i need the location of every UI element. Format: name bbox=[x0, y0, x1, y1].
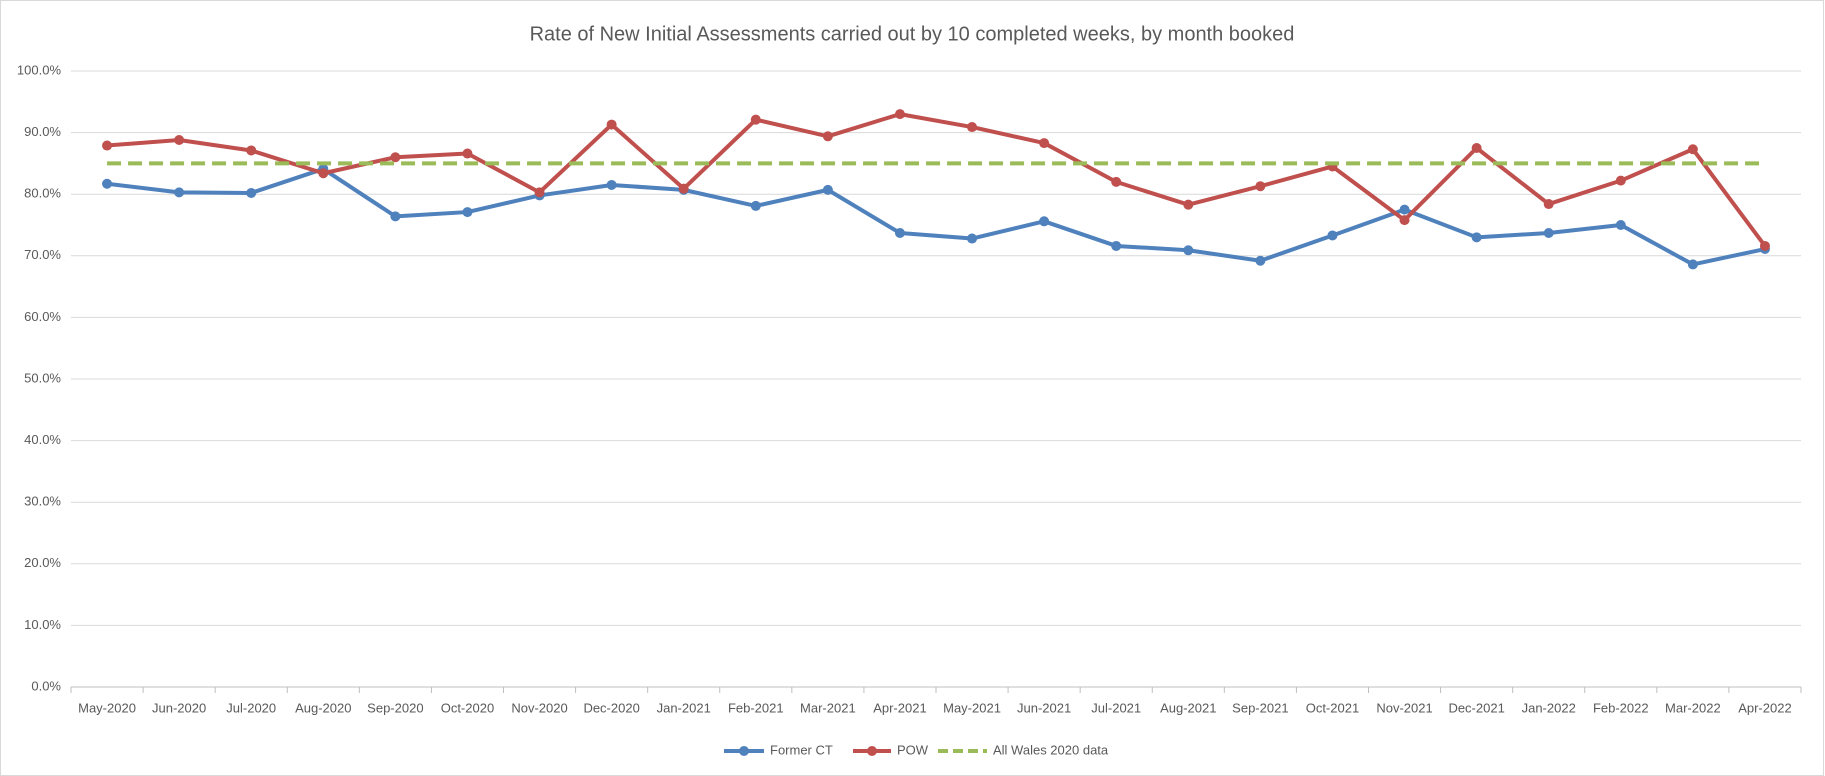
chart-title: Rate of New Initial Assessments carried … bbox=[530, 23, 1295, 45]
data-point bbox=[1615, 220, 1626, 230]
data-point bbox=[1183, 199, 1194, 210]
data-point bbox=[534, 187, 545, 198]
x-tick-label: Dec-2020 bbox=[583, 700, 639, 715]
data-point bbox=[390, 152, 401, 163]
x-tick-label: Mar-2022 bbox=[1665, 700, 1721, 715]
data-point bbox=[1543, 199, 1554, 210]
legend-label: POW bbox=[897, 742, 929, 757]
series-line bbox=[106, 112, 1767, 248]
data-point bbox=[1255, 255, 1266, 266]
y-tick-label: 30.0% bbox=[24, 494, 61, 509]
x-tick-label: Aug-2020 bbox=[295, 700, 351, 715]
x-tick-label: Jun-2020 bbox=[152, 700, 206, 715]
data-point bbox=[1111, 240, 1122, 251]
series-line bbox=[106, 166, 1766, 267]
data-point bbox=[1543, 228, 1554, 239]
data-point bbox=[1111, 176, 1122, 187]
data-point bbox=[1039, 216, 1050, 227]
data-point bbox=[174, 187, 185, 198]
x-tick-label: Oct-2021 bbox=[1306, 700, 1359, 715]
y-tick-label: 50.0% bbox=[24, 370, 61, 385]
x-tick-label: Feb-2022 bbox=[1593, 700, 1649, 715]
x-tick-label: May-2020 bbox=[78, 700, 136, 715]
data-point bbox=[750, 200, 761, 211]
x-tick-label: Aug-2021 bbox=[1160, 700, 1216, 715]
x-tick-label: Jan-2022 bbox=[1522, 700, 1576, 715]
data-point bbox=[1255, 181, 1266, 192]
legend-label: Former CT bbox=[770, 742, 833, 757]
y-tick-label: 60.0% bbox=[24, 309, 61, 324]
data-point bbox=[894, 109, 905, 120]
data-point bbox=[1759, 240, 1770, 251]
x-tick-label: Nov-2020 bbox=[511, 700, 567, 715]
data-point bbox=[102, 140, 113, 151]
x-tick-label: Jan-2021 bbox=[657, 700, 711, 715]
data-point bbox=[102, 178, 113, 189]
legend-label: All Wales 2020 data bbox=[993, 742, 1109, 757]
data-point bbox=[1471, 143, 1482, 153]
data-point bbox=[1399, 215, 1410, 226]
data-point bbox=[246, 145, 257, 156]
data-point bbox=[174, 134, 185, 145]
y-tick-label: 0.0% bbox=[31, 678, 61, 693]
x-tick-label: Jul-2020 bbox=[226, 700, 276, 715]
data-point bbox=[1399, 204, 1410, 215]
data-point bbox=[246, 187, 257, 198]
x-tick-label: Apr-2021 bbox=[873, 700, 926, 715]
x-tick-label: Apr-2022 bbox=[1738, 700, 1791, 715]
legend-marker bbox=[867, 746, 877, 756]
x-tick-label: Feb-2021 bbox=[728, 700, 784, 715]
data-point bbox=[822, 184, 833, 195]
data-point bbox=[606, 179, 617, 190]
data-point bbox=[1039, 138, 1050, 149]
x-tick-label: Nov-2021 bbox=[1376, 700, 1432, 715]
x-tick-label: Dec-2021 bbox=[1448, 700, 1504, 715]
data-point bbox=[318, 168, 329, 179]
data-point bbox=[750, 114, 761, 125]
y-tick-label: 90.0% bbox=[24, 124, 61, 139]
data-point bbox=[822, 131, 833, 142]
data-point bbox=[894, 228, 905, 239]
data-point bbox=[1327, 230, 1338, 241]
x-tick-label: Mar-2021 bbox=[800, 700, 856, 715]
legend-marker bbox=[739, 746, 749, 756]
data-point bbox=[1183, 245, 1194, 256]
data-point bbox=[967, 122, 978, 133]
data-point bbox=[967, 233, 978, 244]
x-tick-label: May-2021 bbox=[943, 700, 1001, 715]
x-tick-label: Sep-2021 bbox=[1232, 700, 1288, 715]
data-point bbox=[462, 207, 473, 218]
data-point bbox=[1471, 232, 1482, 243]
data-point bbox=[606, 119, 617, 130]
y-tick-label: 40.0% bbox=[24, 432, 61, 447]
data-point bbox=[678, 183, 689, 194]
data-point bbox=[1615, 175, 1626, 186]
data-point bbox=[390, 211, 401, 222]
data-point bbox=[1687, 144, 1698, 155]
y-tick-label: 80.0% bbox=[24, 186, 61, 201]
y-tick-label: 10.0% bbox=[24, 617, 61, 632]
y-tick-label: 20.0% bbox=[24, 555, 61, 570]
x-tick-label: Sep-2020 bbox=[367, 700, 423, 715]
x-tick-label: Jun-2021 bbox=[1017, 700, 1071, 715]
y-tick-label: 70.0% bbox=[24, 247, 61, 262]
x-tick-label: Oct-2020 bbox=[441, 700, 494, 715]
y-tick-label: 100.0% bbox=[17, 62, 62, 77]
data-point bbox=[462, 148, 473, 159]
data-point bbox=[1687, 259, 1698, 270]
x-tick-label: Jul-2021 bbox=[1091, 700, 1141, 715]
